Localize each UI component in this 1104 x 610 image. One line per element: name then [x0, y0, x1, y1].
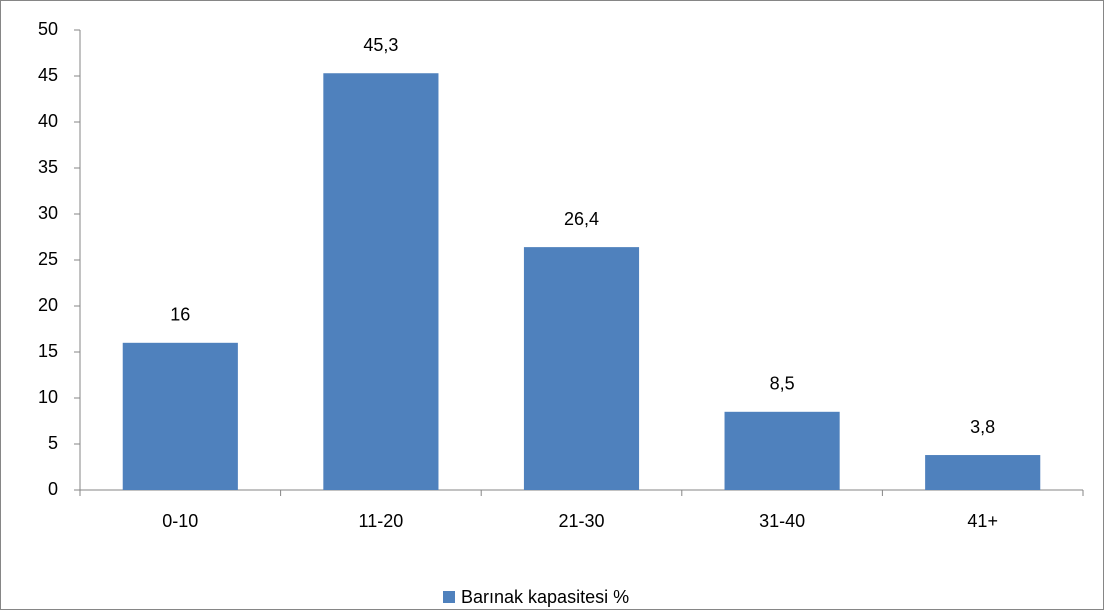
y-tick-label: 5: [48, 433, 58, 453]
x-tick-label: 21-30: [558, 511, 604, 531]
y-tick-label: 30: [38, 203, 58, 223]
y-tick-label: 10: [38, 387, 58, 407]
data-label: 45,3: [363, 35, 398, 55]
y-tick-label: 45: [38, 65, 58, 85]
y-tick-label: 40: [38, 111, 58, 131]
y-tick-label: 25: [38, 249, 58, 269]
x-tick-label: 31-40: [759, 511, 805, 531]
bar: [323, 73, 439, 491]
x-tick-label: 0-10: [162, 511, 198, 531]
data-label: 8,5: [770, 374, 795, 394]
x-tick-label: 11-20: [359, 511, 404, 531]
bar: [724, 411, 840, 490]
data-label: 26,4: [564, 209, 599, 229]
x-tick-label: 41+: [967, 511, 998, 531]
y-tick-label: 50: [38, 19, 58, 39]
legend-swatch: [443, 591, 455, 603]
y-tick-label: 15: [38, 341, 58, 361]
y-tick-label: 35: [38, 157, 58, 177]
y-tick-label: 20: [38, 295, 58, 315]
bar: [925, 455, 1041, 490]
bar: [523, 247, 640, 490]
y-tick-label: 0: [48, 479, 58, 499]
data-label: 3,8: [970, 417, 995, 437]
data-label: 16: [170, 305, 190, 325]
bar: [122, 342, 238, 490]
legend-label: Barınak kapasitesi %: [461, 587, 629, 607]
